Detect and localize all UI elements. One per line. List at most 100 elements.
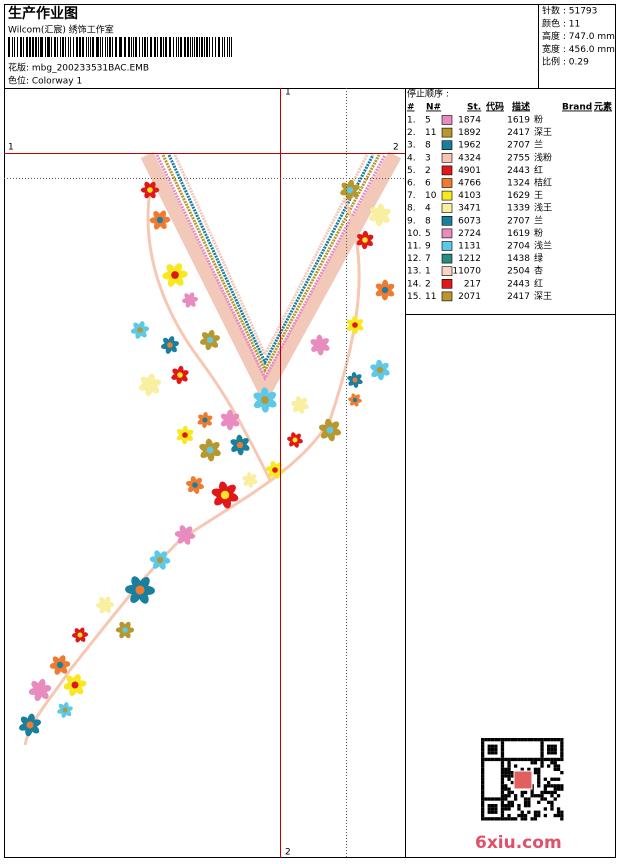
qr-module xyxy=(533,738,538,742)
qr-module xyxy=(527,810,531,814)
qr-module xyxy=(487,751,491,755)
qr-module xyxy=(550,784,554,788)
qr-module xyxy=(553,797,557,801)
qr-module xyxy=(484,738,488,742)
qr-module xyxy=(517,738,521,742)
qr-module xyxy=(504,757,508,762)
qr-module xyxy=(533,813,538,818)
bar-line xyxy=(194,37,195,57)
flower xyxy=(211,481,239,509)
swatch xyxy=(441,178,453,188)
qr-module xyxy=(490,797,495,801)
flower xyxy=(370,359,390,381)
row-index: 7. xyxy=(407,191,416,201)
qr-module xyxy=(514,738,518,742)
stitches: 1212 xyxy=(458,254,481,264)
code: 1619 xyxy=(507,116,530,126)
qr-module xyxy=(481,747,485,752)
qr-module xyxy=(517,813,521,818)
stitches: 217 xyxy=(464,279,481,289)
qr-module xyxy=(481,738,485,742)
flower-center xyxy=(36,686,44,694)
bar-line xyxy=(142,37,143,57)
qr-module xyxy=(530,738,534,742)
qr-module xyxy=(556,777,561,781)
bar-line xyxy=(169,37,171,57)
qr-module xyxy=(556,787,561,791)
qr-module xyxy=(540,761,544,765)
qr-module xyxy=(560,784,564,788)
qr-module xyxy=(543,797,547,801)
flower-center xyxy=(247,477,253,483)
qr-module xyxy=(547,790,551,795)
qr-module xyxy=(514,797,518,801)
qr-module xyxy=(543,813,547,818)
qr-module xyxy=(481,790,485,795)
needle: 5 xyxy=(425,229,431,239)
qr-module xyxy=(520,817,524,821)
qr-module xyxy=(553,747,557,752)
qr-module xyxy=(527,757,531,762)
qr-module xyxy=(481,817,485,821)
qr-module xyxy=(490,744,495,748)
qr-module xyxy=(490,738,495,742)
bar-line xyxy=(212,37,213,57)
flower xyxy=(130,321,150,339)
bar-line xyxy=(112,37,113,57)
code: 1629 xyxy=(507,191,530,201)
qr-module xyxy=(543,784,547,788)
row-index: 14. xyxy=(407,279,421,289)
bar-line xyxy=(105,37,106,57)
bar-line xyxy=(227,37,228,57)
qr-module xyxy=(550,804,554,808)
qr-module xyxy=(533,761,538,765)
qr-module xyxy=(556,764,561,768)
qr-module xyxy=(550,744,554,748)
flower xyxy=(291,396,309,414)
qr-module xyxy=(481,757,485,762)
qr-module xyxy=(507,787,511,791)
column-header: # xyxy=(407,103,415,113)
qr-module xyxy=(510,738,514,742)
qr-module xyxy=(500,744,505,748)
description: 桔红 xyxy=(534,177,552,189)
needle: 11 xyxy=(425,292,436,302)
qr-module xyxy=(540,754,544,758)
qr-module xyxy=(500,764,505,768)
qr-module xyxy=(481,771,485,775)
bar-line xyxy=(92,37,94,57)
row-index: 12. xyxy=(407,254,421,264)
qr-module xyxy=(537,784,541,788)
info-line: 针数 : 51793 xyxy=(542,5,597,17)
qr-module xyxy=(527,800,531,804)
qr-module xyxy=(530,794,534,798)
qr-module xyxy=(481,794,485,798)
qr-module xyxy=(540,757,544,762)
qr-module xyxy=(504,787,508,791)
flower xyxy=(265,461,285,479)
swatch xyxy=(441,165,453,176)
qr-module xyxy=(500,800,505,804)
flower-center xyxy=(352,397,358,403)
qr-module xyxy=(533,794,538,798)
qr-module xyxy=(520,813,524,818)
stitches: 2071 xyxy=(458,292,481,302)
flower-center xyxy=(181,531,189,539)
qr-module xyxy=(520,794,524,798)
qr-module xyxy=(504,807,508,811)
column-header: St. xyxy=(467,103,481,113)
qr-module xyxy=(523,738,528,742)
bar-line xyxy=(107,37,108,57)
code: 2417 xyxy=(507,292,530,302)
guide-label: 1 xyxy=(8,143,14,153)
frame xyxy=(4,4,616,858)
flower-center xyxy=(62,707,68,713)
qr-module xyxy=(556,738,561,742)
qr-module xyxy=(494,747,498,752)
qr-module xyxy=(560,810,564,814)
qr-module xyxy=(504,767,508,771)
qr-module xyxy=(537,780,541,785)
flower xyxy=(138,373,162,397)
qr-module xyxy=(510,800,514,804)
qr-module xyxy=(481,780,485,785)
